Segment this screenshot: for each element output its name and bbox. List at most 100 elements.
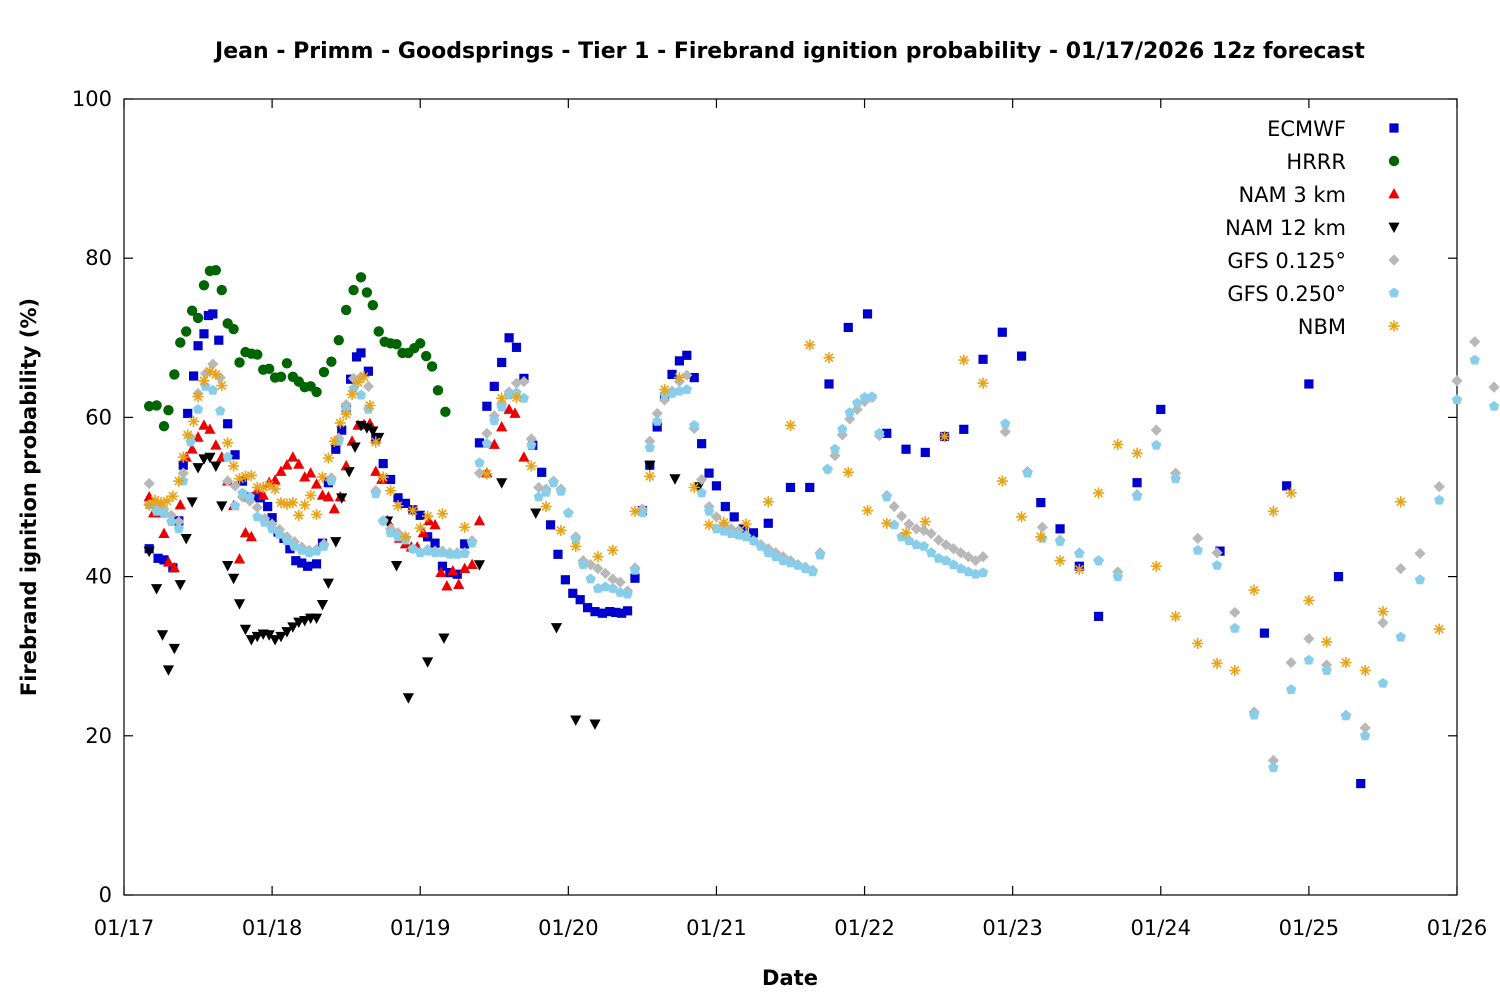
data-point [370,465,382,476]
data-point [805,482,815,493]
data-point [525,433,537,445]
data-point [337,425,347,435]
data-point [363,366,373,376]
data-point [888,500,900,513]
data-point [1074,548,1085,558]
data-point [229,480,241,492]
series-nam-12-km [143,420,705,730]
data-point [1015,511,1028,523]
data-point [589,719,601,730]
data-point [615,587,626,597]
data-point [430,538,440,548]
data-point [385,485,397,497]
data-point [1469,336,1481,348]
data-point [244,491,255,502]
data-point [318,366,330,378]
data-point [330,537,342,548]
x-tick-label: 01/19 [390,916,451,940]
data-point [407,543,418,554]
data-point [553,549,563,559]
data-point [1192,544,1203,555]
data-point [570,715,582,726]
data-point [233,599,246,610]
data-point [947,543,960,555]
data-point [1321,636,1333,648]
data-point [919,516,931,528]
data-point [263,501,273,512]
data-point [192,312,204,324]
data-point [659,383,671,396]
data-point [1150,560,1162,572]
data-point [560,575,570,585]
data-point [959,424,969,434]
data-point [437,561,448,571]
data-point [186,305,198,316]
data-point [651,407,663,420]
data-point [652,422,662,432]
data-point [1488,381,1500,393]
data-point [550,623,563,634]
data-point [393,493,403,503]
data-point [1303,654,1314,665]
legend-label: ECMWF [1267,117,1346,141]
legend-label: NBM [1298,315,1346,339]
data-point [1036,497,1046,508]
data-point [1359,664,1371,677]
data-point [496,401,507,412]
data-point [310,613,323,624]
data-point [843,322,853,333]
data-point [718,516,730,529]
data-point [263,363,275,375]
data-point [815,549,826,560]
data-point [999,426,1011,438]
data-point [510,391,523,404]
data-point [177,451,189,463]
data-point [1259,628,1270,638]
data-point [356,348,366,358]
data-point [210,368,222,381]
data-point [770,551,781,562]
data-point [441,580,453,591]
data-point [1377,677,1389,688]
data-point [652,416,663,426]
data-point [183,408,193,419]
data-point [173,475,185,487]
data-point [223,419,233,429]
data-point [1229,622,1240,633]
data-point [230,450,240,460]
data-point [346,388,358,400]
data-point [481,438,492,448]
data-point [322,491,334,502]
data-point [570,533,581,544]
data-point [1488,400,1500,411]
data-point [1249,709,1260,720]
data-point [355,389,367,400]
data-point [234,357,245,368]
data-point [228,573,240,585]
data-point [496,420,508,432]
data-point [807,566,818,577]
data-point [611,607,621,618]
data-point [837,423,848,434]
data-point [297,558,307,568]
series-gfs-0-250- [144,354,1500,772]
data-point [180,533,192,545]
data-point [192,391,204,403]
data-point [703,505,715,516]
data-point [245,635,257,646]
x-tick-label: 01/23 [982,916,1043,940]
data-point [509,407,521,418]
data-point [711,523,722,534]
data-point [407,504,419,517]
legend-marker [1388,254,1400,266]
data-point [156,630,169,641]
data-point [697,439,707,449]
data-point [1169,610,1182,622]
data-point [1055,524,1065,534]
data-point [541,486,552,497]
data-point [303,561,313,571]
plot-frame [123,98,1458,896]
data-point [349,442,361,453]
data-point [940,539,952,551]
data-point [390,561,403,572]
